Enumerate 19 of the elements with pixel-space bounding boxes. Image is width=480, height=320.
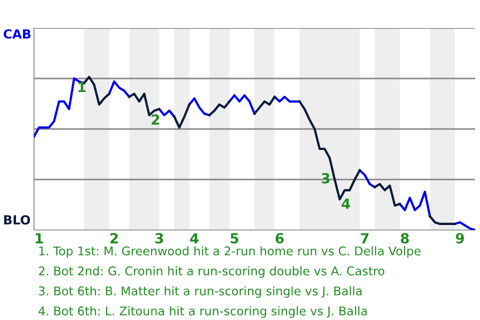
text: 2. Bot 2nd: G. Cronin hit a run-scoring double vs A. Castro [38,266,384,278]
x-tick-label: 9 [456,233,464,244]
x-tick-label: 2 [110,233,118,244]
x-tick-label: 6 [276,233,284,244]
x-tick-label: 3 [155,233,164,244]
x-tick-label: 1 [36,233,43,244]
text: 1. Top 1st: M. Greenwood hit a 2-run home run vs C. Della Volpe [39,246,421,258]
x-tick-label: 4 [190,233,199,244]
text: 4. Bot 6th: L. Zitouna hit a run-scoring single vs J. Balla [38,306,367,318]
annotation: 3 [322,173,330,184]
annotation: 4 [342,198,350,209]
text: 3. Bot 6th: B. Matter hit a run-scoring single vs J. Balla [38,286,362,298]
annotation: 2 [152,114,160,125]
x-tick-label: 5 [230,233,238,244]
x-tick-label: 7 [360,233,368,244]
x-tick-label: 8 [400,233,409,244]
text: BLO [4,215,30,225]
annotation: 1 [78,82,86,92]
text: CAB [4,29,30,39]
